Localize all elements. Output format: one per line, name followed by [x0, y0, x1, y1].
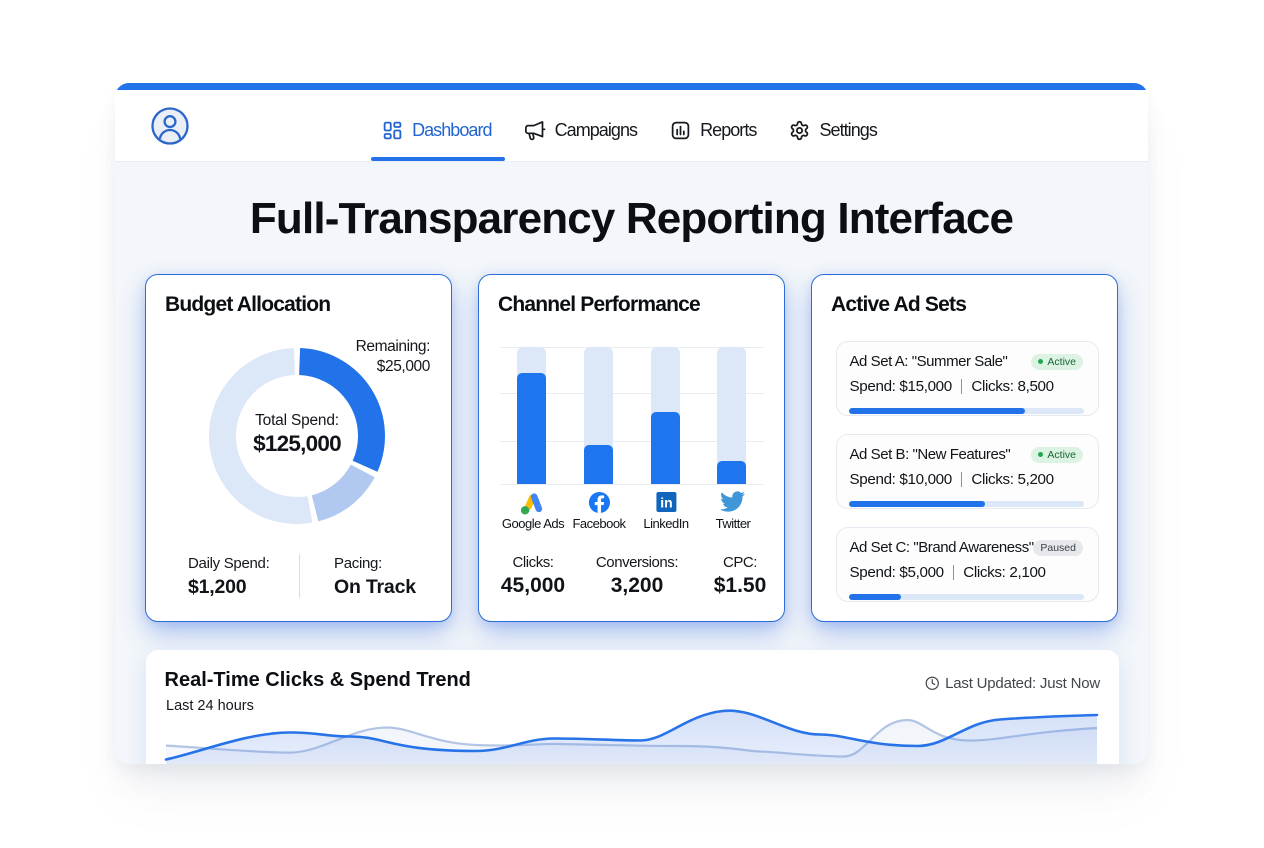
- svg-text:in: in: [660, 494, 672, 510]
